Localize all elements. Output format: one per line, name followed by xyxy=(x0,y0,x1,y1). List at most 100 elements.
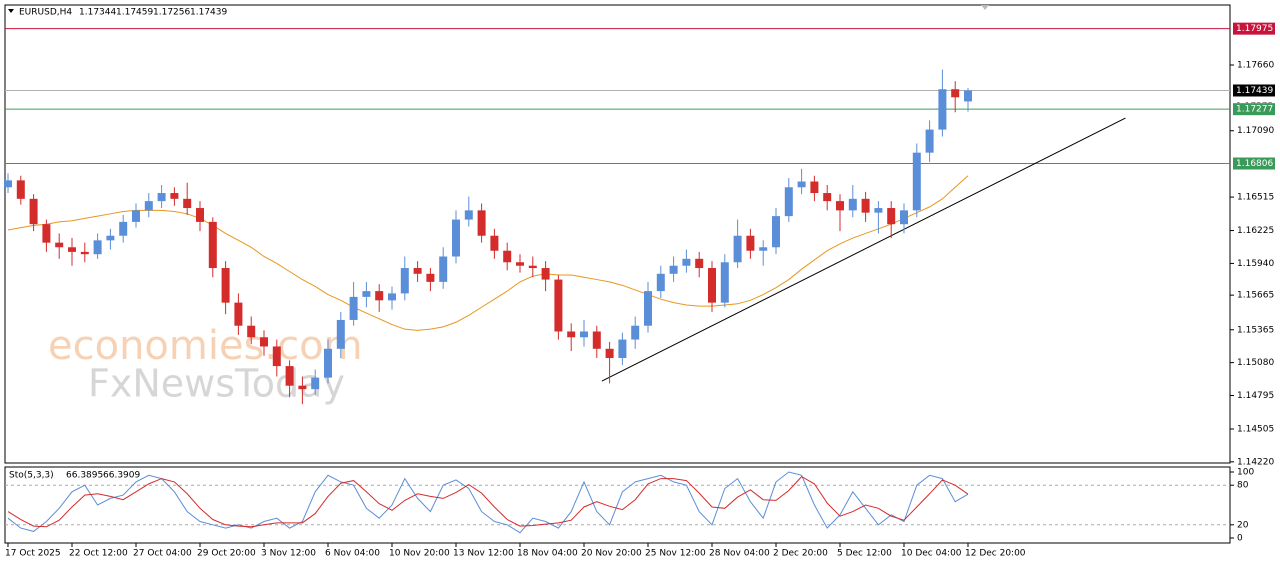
candle-body xyxy=(80,251,89,255)
candle-body xyxy=(55,242,64,248)
candle-body xyxy=(784,187,793,217)
x-tick-label: 3 Nov 12:00 xyxy=(261,549,316,559)
candle-body xyxy=(183,198,192,209)
main-frame xyxy=(4,4,1231,464)
candle-body xyxy=(925,129,934,153)
candle-body xyxy=(119,221,128,236)
candle-body xyxy=(772,216,780,248)
y-tick-label: 1.14795 xyxy=(1237,391,1274,401)
candle-body xyxy=(452,219,460,257)
candle-body xyxy=(631,325,640,340)
watermark: economies.com xyxy=(48,323,363,369)
x-tick-label: 12 Dec 20:00 xyxy=(965,549,1026,559)
y-tick-label: 1.15665 xyxy=(1237,291,1274,301)
y-tick-label: 1.14220 xyxy=(1237,457,1274,467)
candle-body xyxy=(580,331,588,338)
candle-body xyxy=(336,319,345,349)
stochastic-tick-label: 0 xyxy=(1237,534,1243,544)
candle-body xyxy=(170,193,179,199)
candle-body xyxy=(439,256,448,282)
candle-body xyxy=(208,221,217,269)
candle-body xyxy=(29,198,38,225)
x-tick-label: 13 Nov 12:00 xyxy=(453,549,514,559)
header-close: 1.17439 xyxy=(190,8,227,18)
candle-body xyxy=(375,291,384,301)
candle-body xyxy=(324,348,332,378)
x-tick-label: 10 Dec 04:00 xyxy=(901,549,962,559)
candle-body xyxy=(272,346,281,367)
trendline xyxy=(601,117,1126,382)
candle-body xyxy=(221,268,230,303)
x-tick-label: 28 Nov 04:00 xyxy=(709,549,770,559)
candle-body xyxy=(567,331,576,338)
candle-body xyxy=(887,208,896,225)
candle-body xyxy=(388,293,396,301)
candle-body xyxy=(196,208,204,222)
y-tick-label: 1.15940 xyxy=(1237,259,1274,269)
stochastic-tick-label: 100 xyxy=(1237,468,1254,478)
x-tick-label: 2 Dec 20:00 xyxy=(773,549,828,559)
candle-body xyxy=(477,210,486,236)
candle-body xyxy=(669,265,678,274)
price-level-label: 1.17439 xyxy=(1236,86,1273,96)
candle-body xyxy=(823,193,832,202)
x-tick-label: 6 Nov 04:00 xyxy=(325,549,380,559)
price-level-label: 1.16806 xyxy=(1236,159,1273,169)
x-tick-label: 22 Oct 12:00 xyxy=(69,549,128,559)
header-low: 1.17256 xyxy=(153,8,190,18)
candle-body xyxy=(797,181,806,188)
header-high: 1.17459 xyxy=(116,8,153,18)
header-open: 1.17344 xyxy=(79,8,116,18)
stochastic-frame xyxy=(4,466,1231,544)
candle-body xyxy=(234,302,243,326)
stochastic-name: Sto(5,3,3) xyxy=(9,471,54,481)
candle-body xyxy=(695,258,704,269)
x-tick-label: 10 Nov 20:00 xyxy=(389,549,450,559)
menu-arrow[interactable] xyxy=(8,9,14,13)
shift-marker xyxy=(981,5,989,10)
price-level-box xyxy=(1233,157,1275,170)
candle-body xyxy=(746,235,755,251)
candle-body xyxy=(426,273,435,282)
stochastic-tick-label: 20 xyxy=(1237,520,1249,530)
stochastic-tick-label: 80 xyxy=(1237,481,1249,491)
candle-body xyxy=(861,198,870,213)
candle-body xyxy=(528,265,537,269)
symbol: EURUSD,H4 xyxy=(19,8,72,18)
candle-body xyxy=(618,339,627,359)
candle-body xyxy=(247,325,256,338)
x-tick-label: 20 Nov 20:00 xyxy=(581,549,642,559)
price-level-label: 1.17975 xyxy=(1236,24,1273,34)
candle-body xyxy=(938,89,947,130)
moving-average xyxy=(7,175,969,331)
x-tick-label: 27 Oct 04:00 xyxy=(133,549,192,559)
candle-body xyxy=(708,268,716,303)
candle-body xyxy=(16,180,25,199)
candle-body xyxy=(68,247,76,252)
y-tick-label: 1.16225 xyxy=(1237,226,1274,236)
x-tick-label: 18 Nov 04:00 xyxy=(517,549,578,559)
candle-body xyxy=(349,296,358,320)
candle-body xyxy=(541,268,550,280)
candle-body xyxy=(4,180,12,188)
price-level-box xyxy=(1233,84,1275,97)
y-tick-label: 1.17090 xyxy=(1237,126,1274,136)
candle-body xyxy=(964,90,972,102)
candle-body xyxy=(516,262,524,266)
candle-body xyxy=(298,385,307,390)
candle-body xyxy=(720,262,729,303)
candle-body xyxy=(311,377,320,390)
stochastic-line xyxy=(7,475,969,528)
candle-body xyxy=(951,89,960,98)
candle-body xyxy=(682,258,691,266)
y-tick-label: 1.17660 xyxy=(1237,60,1274,70)
candle-body xyxy=(157,193,166,202)
candle-body xyxy=(836,201,844,211)
candle-body xyxy=(132,210,140,222)
stochastic-line xyxy=(7,471,969,534)
candle-body xyxy=(644,291,652,326)
candle-body xyxy=(464,210,473,220)
candle-body xyxy=(285,366,294,386)
